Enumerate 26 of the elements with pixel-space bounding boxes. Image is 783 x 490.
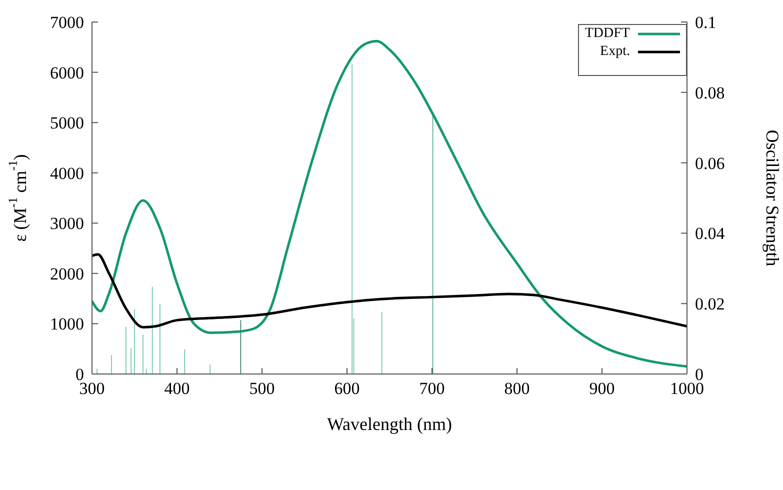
y-tick-label: 5000 [50,114,84,133]
x-tick-label: 600 [334,379,360,398]
y2-tick-label: 0.1 [695,13,716,32]
y-tick-label: 4000 [50,164,84,183]
y-tick-label: 6000 [50,63,84,82]
y-tick-label: 7000 [50,13,84,32]
y-tick-label: 1000 [50,314,84,334]
x-tick-label: 900 [589,379,615,398]
x-tick-label: 400 [164,379,190,398]
x-tick-label: 700 [419,379,445,398]
line-series [92,40,687,368]
y-tick-label: 2000 [50,264,84,284]
x-tick-label: 1000 [670,379,704,398]
y2-tick-label: 0.06 [695,154,725,173]
y2-axis-title: Oscillator Strength [762,130,783,266]
y2-tick-label: 0.08 [695,83,725,102]
x-tick-label: 800 [504,379,530,398]
legend-label: Expt. [600,43,630,61]
x-axis-title: Wavelength (nm) [326,414,452,434]
line-series [92,253,687,328]
x-tick-label: 500 [249,379,275,398]
y-tick-label: 3000 [50,214,84,234]
legend-label: TDDFT [584,25,630,43]
x-tick-label: 300 [79,379,105,398]
y2-tick-label: 0.02 [695,294,725,314]
y2-tick-label: 0.04 [695,224,726,244]
